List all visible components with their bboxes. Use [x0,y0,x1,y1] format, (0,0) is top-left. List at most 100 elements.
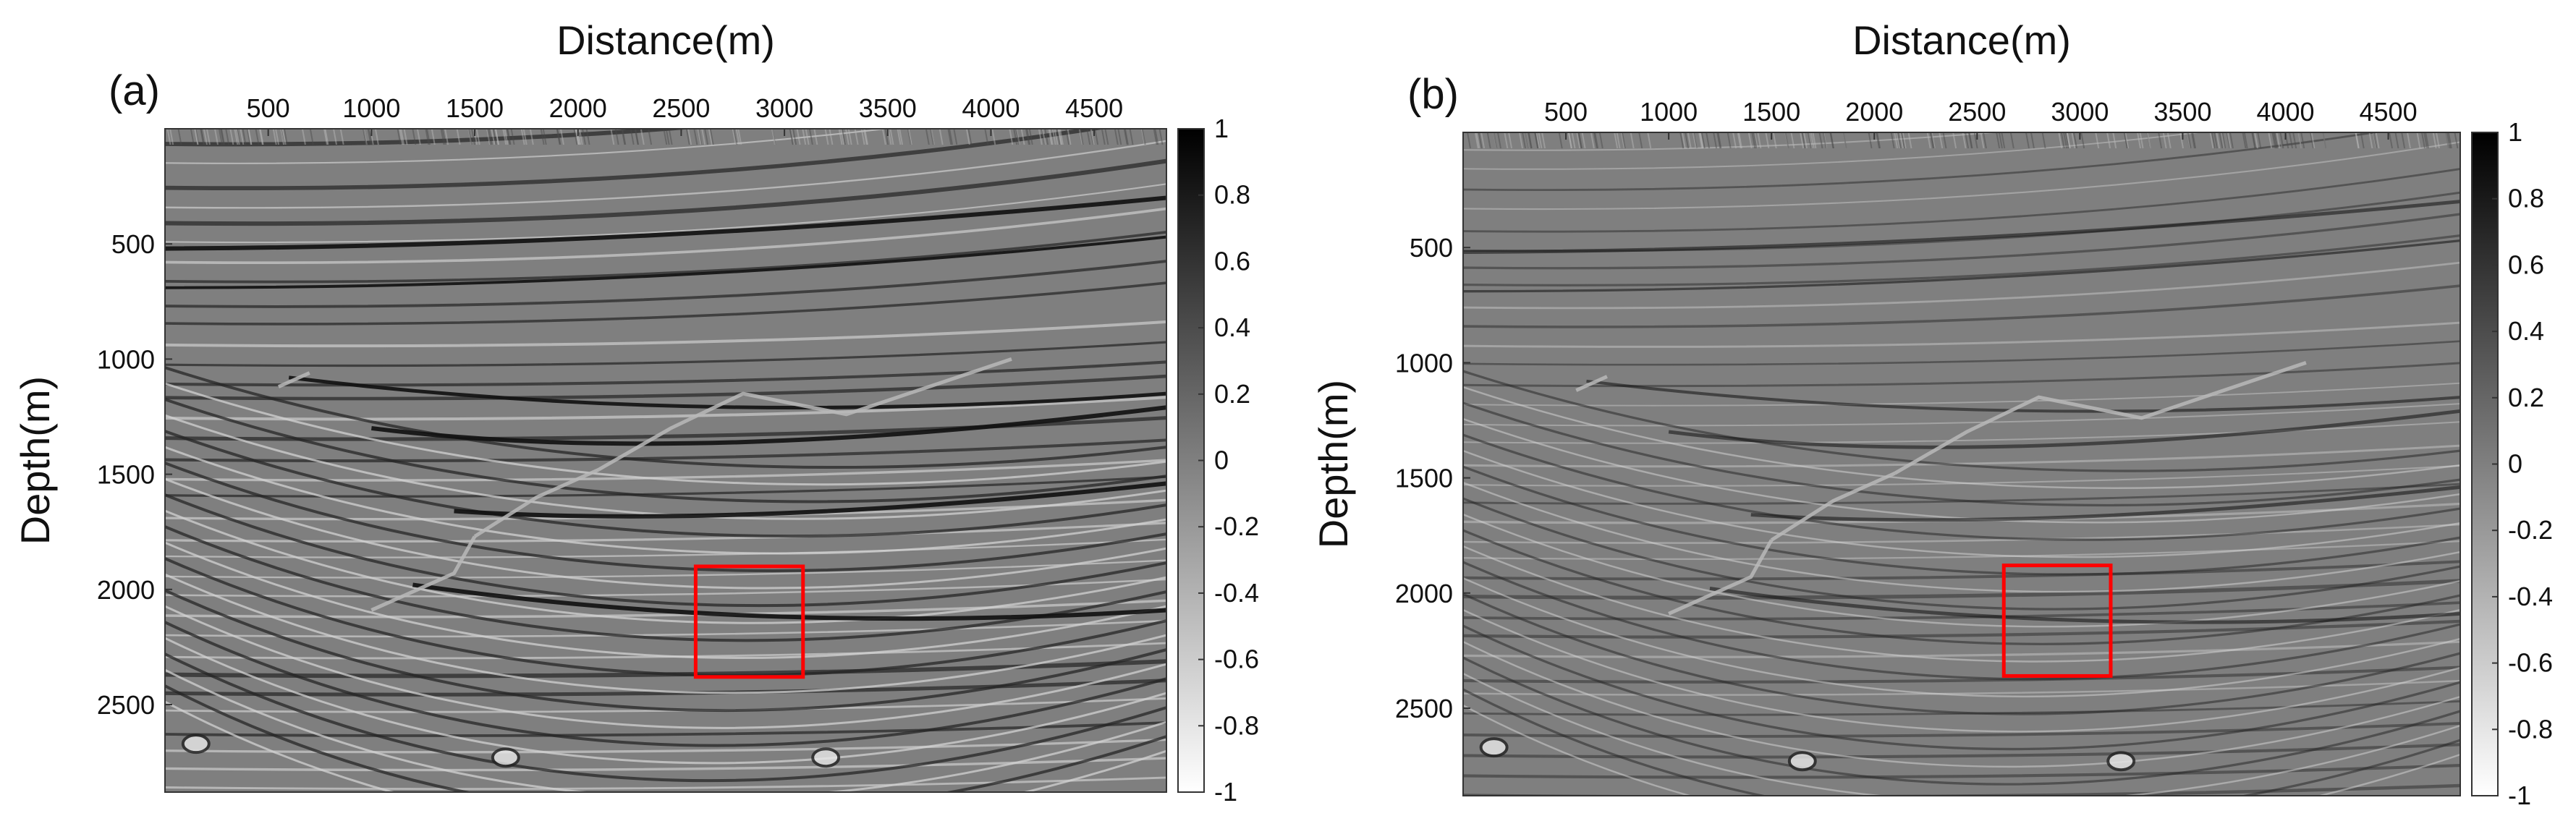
noise-streak [494,129,499,145]
y-axis-label: Depth(m) [12,376,58,545]
colorbar-tick-label: 0.2 [2508,383,2544,412]
noise-streak [1567,132,1572,149]
dipping-reflector [165,477,1166,590]
noise-streak [2423,132,2428,149]
noise-streak [2297,132,2302,149]
noise-streak [1101,129,1106,145]
noise-streak [2112,132,2117,149]
noise-streak [363,129,368,145]
noise-streak [685,129,690,145]
noise-streak [2137,132,2141,149]
noise-streak [2146,132,2151,149]
noise-streak [1567,132,1572,149]
noise-streak [1541,132,1546,149]
colorbar-tick-label: -1 [1214,777,1237,807]
noise-streak [1967,132,1973,149]
noise-streak [1015,129,1020,145]
y-tick-label: 2000 [1395,579,1453,608]
fault-line [473,467,600,538]
noise-streak [1829,132,1834,149]
noise-streak [1699,132,1704,149]
noise-streak [2252,132,2257,149]
noise-streak [965,129,970,145]
noise-streak [1014,129,1020,145]
noise-streak [573,129,578,145]
y-tick-label: 1000 [1395,348,1453,378]
noise-streak [2106,132,2111,149]
noise-streak [2229,132,2234,149]
noise-streak [2372,132,2377,149]
dipping-reflector [1463,656,2460,786]
noise-streak [1907,132,1912,149]
reflector [1463,783,2460,796]
noise-streak [213,129,219,145]
noise-streak [622,129,627,145]
noise-streak [1054,129,1059,145]
noise-streak [844,129,850,145]
noise-streak [280,129,285,145]
seismic-image [165,129,1166,792]
noise-streak [1784,132,1789,149]
noise-streak [441,129,446,145]
noise-streak [967,129,973,145]
noise-streak [2416,132,2421,149]
reflector [1463,579,2460,600]
noise-streak [2030,132,2035,149]
reflector [1463,321,2460,348]
noise-streak [1486,132,1491,149]
diffraction-spot [811,747,841,768]
noise-streak [1818,132,1823,149]
reflector [165,396,1166,421]
noise-streak [2216,132,2221,149]
noise-streak [841,129,846,145]
x-tick-label: 3500 [2153,97,2211,127]
noise-streak [283,129,288,145]
reflector [1463,523,2460,544]
noise-streak [1897,132,1902,149]
reflector [1463,284,2460,328]
noise-streak [235,129,240,145]
colorbar-tick-label: 0.6 [2508,250,2544,279]
noise-streak [2146,132,2151,149]
noise-streak [640,129,645,145]
noise-streak [1525,132,1530,149]
noise-streak [1041,129,1046,145]
noise-streak [1467,132,1472,149]
noise-streak [1952,132,1957,149]
noise-streak [2373,132,2378,149]
reflector [1463,679,2460,696]
reflector [165,374,1166,401]
noise-streak [431,129,436,145]
noise-streak [2192,132,2197,149]
noise-streak [203,129,208,145]
noise-streak [2242,132,2247,149]
x-tick-label: 4000 [962,93,1020,123]
noise-streak [403,129,408,145]
noise-streak [2279,132,2284,149]
noise-streak [1726,132,1732,149]
noise-streak [190,129,195,145]
dipping-reflector [165,382,1166,486]
noise-streak [1013,129,1018,145]
dipping-reflector [165,637,1166,765]
noise-streak [236,129,241,145]
reflector [165,475,1166,498]
dipping-reflector [165,414,1166,520]
noise-streak [575,129,580,145]
noise-streak [1493,132,1498,149]
noise-streak [2063,132,2068,149]
reflector [165,776,1166,791]
dipping-reflector [1463,401,2460,507]
noise-streak [2009,132,2014,149]
noise-streak [668,129,673,145]
strong-reflector [412,582,1166,621]
noise-streak [621,129,626,145]
noise-streak [1593,132,1598,149]
y-tick-label: 1500 [97,460,155,490]
noise-streak [1630,132,1635,149]
x-axis-label: Distance(m) [1852,17,2071,63]
noise-streak [2162,132,2167,149]
noise-streak [824,129,829,145]
noise-streak [2066,132,2071,149]
noise-streak [475,129,480,145]
